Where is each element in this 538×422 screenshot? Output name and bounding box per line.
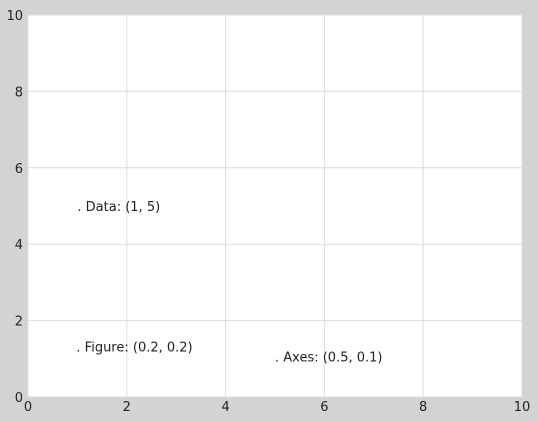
- y-tick-label-1: 2: [15, 315, 23, 330]
- annotation-1: . Figure: (0.2, 0.2): [76, 341, 192, 356]
- annotation-0: . Data: (1, 5): [77, 200, 160, 215]
- x-tick-label-5: 10: [514, 400, 531, 415]
- y-tick-label-2: 4: [15, 238, 23, 253]
- annotations: . Data: (1, 5) . Figure: (0.2, 0.2) . Axes…: [76, 200, 382, 366]
- grid-lines: [27, 14, 523, 398]
- y-tick-label-0: 0: [15, 391, 23, 406]
- y-tick-label-4: 8: [15, 85, 23, 100]
- x-tick-label-3: 6: [320, 400, 328, 415]
- y-tick-labels: 0 2 4 6 8 10: [6, 9, 23, 406]
- x-tick-label-0: 0: [24, 400, 32, 415]
- annotation-2: . Axes: (0.5, 0.1): [275, 351, 383, 366]
- y-tick-label-5: 10: [6, 9, 23, 24]
- y-tick-label-3: 6: [15, 162, 23, 177]
- x-tick-label-4: 8: [419, 400, 427, 415]
- x-tick-labels: 0 2 4 6 8 10: [24, 400, 530, 415]
- x-tick-label-2: 4: [221, 400, 229, 415]
- x-tick-label-1: 2: [123, 400, 131, 415]
- axes-background: [28, 15, 522, 397]
